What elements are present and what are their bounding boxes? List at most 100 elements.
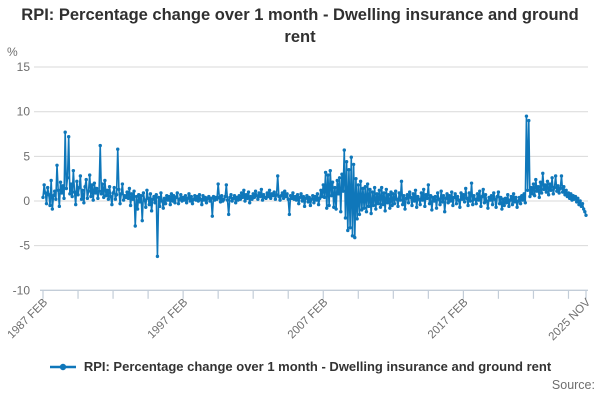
data-point — [420, 198, 425, 202]
data-point — [273, 197, 278, 201]
data-point — [529, 185, 533, 190]
y-tick-label: -10 — [13, 283, 31, 297]
data-point — [572, 197, 577, 201]
data-point — [297, 201, 301, 206]
data-point — [377, 188, 382, 192]
data-point — [374, 207, 378, 211]
data-point — [291, 191, 295, 195]
data-point — [424, 193, 428, 197]
y-tick-label: 15 — [17, 60, 31, 74]
data-point — [139, 193, 143, 198]
data-point — [405, 193, 410, 197]
data-point — [55, 163, 59, 167]
data-point — [102, 195, 106, 200]
data-point — [574, 200, 579, 204]
data-point — [548, 182, 552, 186]
data-point — [48, 203, 52, 208]
data-point — [440, 200, 445, 204]
data-point — [63, 130, 67, 134]
data-point — [133, 224, 137, 228]
data-point — [346, 228, 350, 233]
data-point — [348, 226, 352, 230]
data-point — [77, 185, 81, 190]
data-point — [210, 214, 215, 218]
data-point — [530, 192, 534, 196]
data-point — [417, 197, 421, 201]
data-point — [107, 185, 112, 189]
data-point — [333, 185, 337, 190]
data-point — [83, 185, 87, 189]
data-point — [313, 194, 317, 199]
data-point — [455, 194, 460, 199]
data-point — [464, 186, 468, 191]
data-point — [436, 191, 440, 195]
data-point — [249, 194, 253, 199]
data-point — [482, 201, 487, 205]
data-point — [378, 205, 383, 209]
series-line — [42, 115, 587, 258]
data-point — [504, 201, 509, 205]
data-point — [62, 196, 66, 201]
data-point — [371, 203, 376, 208]
data-point — [356, 183, 360, 187]
data-point — [368, 187, 372, 192]
data-point — [114, 193, 119, 197]
data-point — [299, 192, 303, 196]
data-point — [549, 188, 553, 192]
data-point — [308, 203, 313, 208]
data-point — [432, 199, 436, 203]
data-point — [132, 189, 136, 193]
data-point — [43, 191, 48, 195]
data-point — [158, 204, 162, 209]
data-point — [99, 192, 104, 196]
data-point — [47, 193, 51, 197]
data-point — [544, 190, 548, 194]
data-point — [552, 185, 557, 190]
data-point — [187, 192, 191, 196]
data-point — [434, 206, 439, 210]
data-point — [416, 194, 420, 199]
data-point — [175, 191, 179, 195]
data-point — [485, 199, 489, 203]
data-point — [66, 135, 71, 139]
data-point — [461, 193, 466, 197]
data-point — [339, 210, 343, 214]
data-point — [79, 197, 84, 201]
data-point — [556, 184, 560, 188]
data-point — [576, 196, 580, 201]
data-point — [392, 201, 397, 206]
data-point — [395, 197, 399, 201]
data-point — [507, 204, 511, 209]
data-point — [233, 201, 238, 205]
data-point — [454, 201, 459, 206]
data-point — [272, 190, 276, 194]
data-point — [473, 197, 477, 201]
data-point — [96, 196, 100, 201]
data-point — [256, 197, 260, 201]
data-point — [230, 199, 234, 203]
data-point — [147, 202, 151, 207]
data-point — [542, 187, 546, 192]
data-point — [344, 160, 349, 164]
data-point — [369, 211, 373, 216]
data-point — [336, 192, 341, 196]
data-point — [580, 201, 585, 206]
data-point — [389, 190, 393, 194]
data-point — [306, 200, 310, 204]
data-point — [126, 196, 130, 201]
x-tick-label: 1987 FEB — [5, 296, 50, 341]
x-tick-label: 2007 FEB — [286, 296, 331, 341]
data-point — [172, 193, 176, 198]
data-point — [517, 195, 522, 200]
data-point — [285, 192, 289, 196]
data-point — [244, 193, 248, 197]
legend-item[interactable]: RPI: Percentage change over 1 month - Dw… — [49, 359, 551, 374]
data-point — [469, 181, 474, 185]
data-point — [583, 210, 587, 214]
data-point — [190, 201, 195, 206]
data-point — [475, 192, 480, 196]
data-point — [91, 198, 95, 202]
data-point — [523, 201, 527, 205]
data-point — [215, 197, 219, 201]
data-point — [362, 206, 366, 210]
